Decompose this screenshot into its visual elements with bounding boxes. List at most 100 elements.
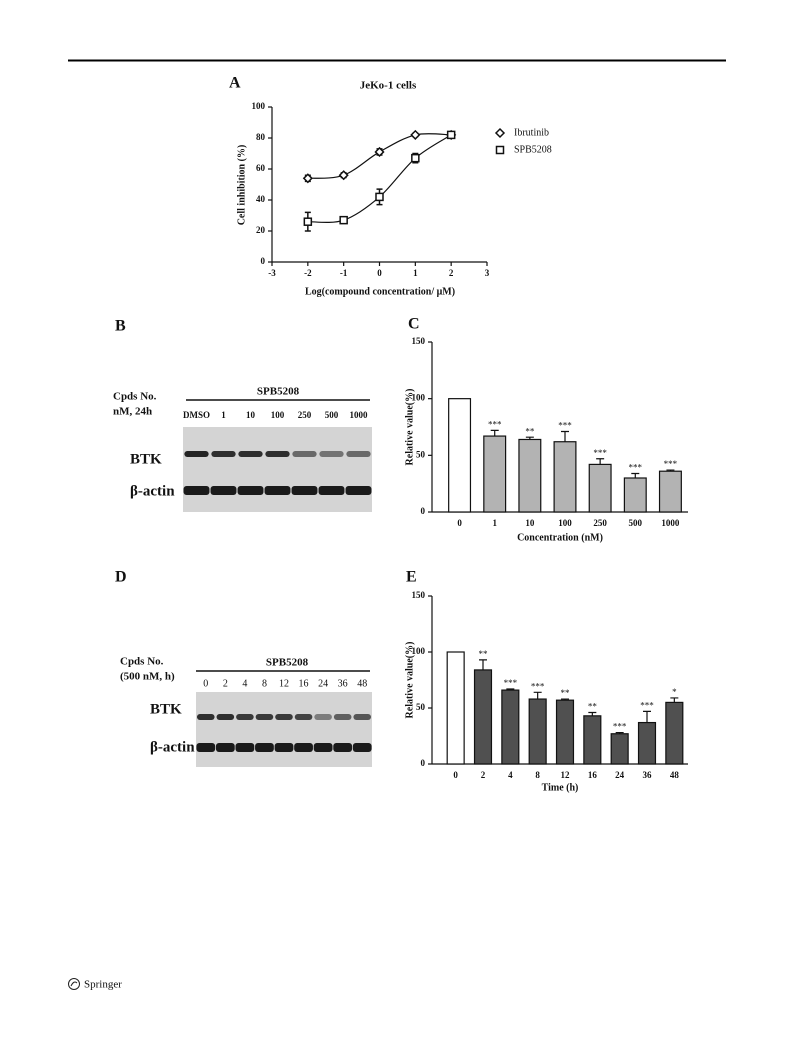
panel-label: C (408, 316, 420, 333)
blot-row-label: BTK (150, 701, 182, 717)
blot-band (333, 743, 353, 752)
lane-label: 500 (325, 410, 339, 420)
bar (553, 441, 577, 513)
significance: ** (588, 702, 598, 712)
lane-label: 1 (221, 410, 226, 420)
marker (302, 173, 313, 184)
blot-header: Cpds No. (120, 656, 164, 668)
blot-header: Cpds No. (113, 391, 157, 403)
significance: *** (613, 722, 627, 732)
blot-header: (500 nM, h) (120, 671, 175, 683)
x-tick-label: 500 (629, 518, 643, 528)
lane-label: 16 (299, 678, 309, 689)
bar (473, 669, 493, 765)
lane-label: 4 (242, 678, 247, 689)
x-tick-label: 36 (643, 770, 653, 780)
significance: *** (504, 678, 518, 688)
error-bar (596, 458, 605, 465)
lane-label: 250 (298, 410, 312, 420)
bar (588, 463, 612, 513)
marker (338, 170, 349, 181)
lane-label: 100 (271, 410, 285, 420)
y-axis-label: Relative value(%) (404, 389, 415, 466)
x-tick-label: 0 (457, 518, 462, 528)
significance: *** (488, 419, 502, 429)
y-tick-label: 150 (412, 336, 426, 346)
compound-label: SPB5208 (257, 386, 300, 398)
bar (583, 715, 602, 765)
y-tick-label: 150 (412, 590, 426, 600)
blot-band (215, 743, 235, 752)
springer-logo (68, 978, 80, 990)
bar (623, 477, 647, 513)
significance: * (672, 687, 677, 697)
x-tick-label: 1000 (661, 518, 680, 528)
compound-label: SPB5208 (266, 657, 309, 669)
y-tick-label: 40 (256, 194, 266, 204)
blot-band (196, 743, 216, 752)
error-bar (479, 659, 487, 670)
x-tick-label: 0 (377, 268, 382, 278)
marker (411, 153, 420, 163)
blot-band (236, 714, 254, 720)
x-tick-label: 4 (508, 770, 513, 780)
x-tick-label: 2 (481, 770, 486, 780)
bar (483, 435, 507, 513)
significance: ** (525, 426, 535, 436)
blot-band (184, 451, 209, 457)
x-tick-label: -2 (304, 268, 312, 278)
blot-header: nM, 24h (113, 406, 152, 418)
y-tick-label: 80 (256, 132, 266, 142)
y-tick-label: 0 (261, 256, 266, 266)
blot-band (235, 743, 255, 752)
blot-band (319, 451, 344, 457)
error-bar (643, 710, 651, 723)
lane-label: 1000 (350, 410, 369, 420)
marker (339, 215, 348, 225)
x-tick-label: 3 (485, 268, 490, 278)
blot-band (291, 486, 318, 495)
y-tick-label: 50 (416, 449, 426, 459)
blot-band (346, 451, 371, 457)
blot-band (292, 451, 317, 457)
significance: ** (479, 649, 489, 659)
blot-band (294, 714, 313, 720)
blot-band (313, 743, 333, 752)
chart-title: JeKo-1 cells (360, 80, 417, 92)
y-tick-label: 20 (256, 225, 266, 235)
blot-band (352, 743, 372, 752)
marker (410, 129, 421, 140)
blot-band (237, 486, 264, 495)
x-tick-label: -1 (340, 268, 348, 278)
bar (448, 398, 472, 513)
y-tick-label: 0 (421, 758, 426, 768)
blot-band (211, 451, 236, 457)
x-tick-label: 1 (492, 518, 497, 528)
y-axis-label: Cell inhibition (%) (236, 145, 247, 226)
panel-label: D (115, 569, 127, 586)
blot-band (274, 743, 294, 752)
x-tick-label: 12 (561, 770, 571, 780)
legend-marker (494, 127, 506, 139)
lane-label: 24 (318, 678, 328, 689)
blot-band (210, 486, 237, 495)
legend-label: Ibrutinib (514, 127, 549, 138)
y-tick-label: 0 (421, 506, 426, 516)
blot-band (345, 486, 372, 495)
significance: *** (629, 463, 643, 473)
blot-row-label: β-actin (150, 739, 195, 755)
error-bar (670, 697, 679, 703)
blot-image (183, 427, 372, 512)
bar (446, 651, 465, 765)
x-tick-label: 48 (670, 770, 680, 780)
legend-marker (495, 145, 505, 155)
significance: *** (593, 448, 607, 458)
significance: *** (531, 681, 545, 691)
lane-label: 36 (338, 678, 348, 689)
blot-row-label: β-actin (130, 483, 175, 499)
x-tick-label: 24 (615, 770, 625, 780)
bar (501, 689, 520, 765)
x-tick-label: 1 (413, 268, 418, 278)
lane-label: 2 (223, 678, 228, 689)
lane-label: 0 (203, 678, 208, 689)
